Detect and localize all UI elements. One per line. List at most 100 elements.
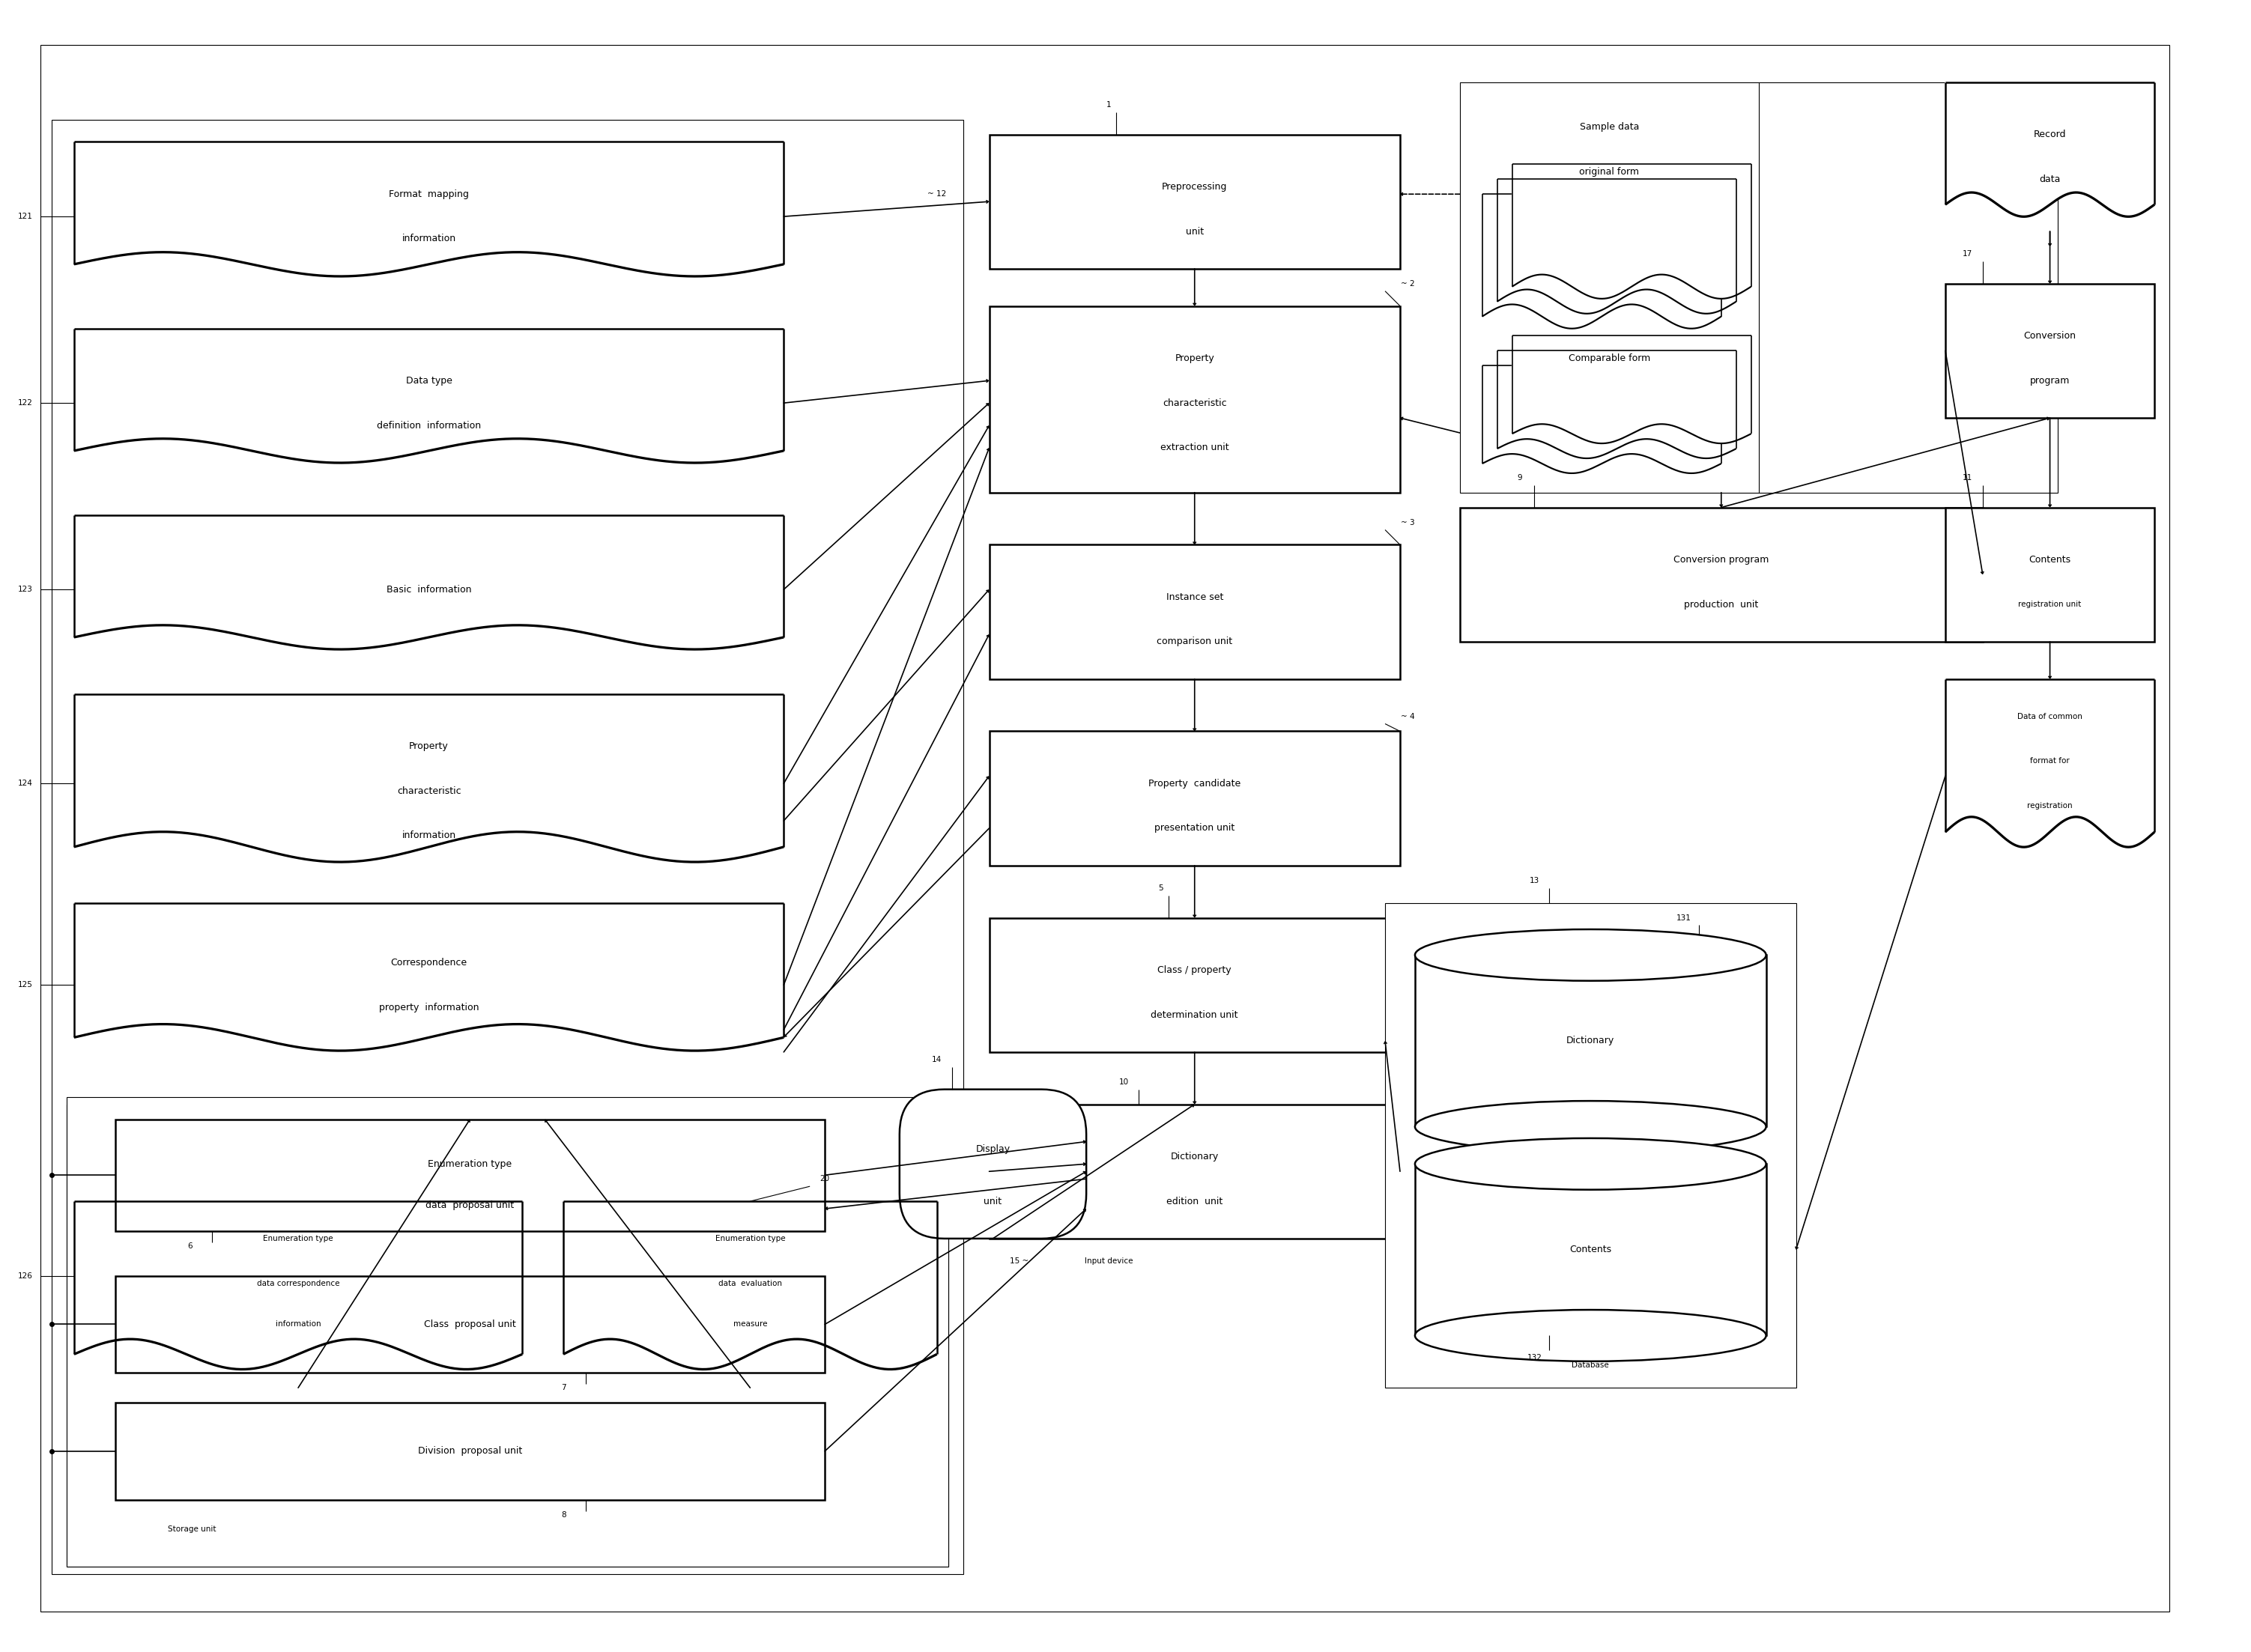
Text: 14: 14 <box>932 1056 941 1064</box>
Text: measure: measure <box>734 1320 768 1328</box>
Text: Class / property: Class / property <box>1157 965 1231 975</box>
Text: presentation unit: presentation unit <box>1155 823 1236 833</box>
Text: Data type: Data type <box>405 375 452 385</box>
Text: Display: Display <box>975 1145 1011 1153</box>
Polygon shape <box>74 515 783 649</box>
Text: 9: 9 <box>1517 474 1522 481</box>
Text: 121: 121 <box>18 213 34 220</box>
Text: 125: 125 <box>18 981 34 988</box>
Text: Enumeration type: Enumeration type <box>263 1234 333 1242</box>
Text: unit: unit <box>1186 226 1204 236</box>
Polygon shape <box>1945 679 2154 847</box>
Text: 126: 126 <box>18 1272 34 1280</box>
Polygon shape <box>1481 365 1722 472</box>
Text: information: information <box>403 235 457 244</box>
Ellipse shape <box>1416 1138 1767 1189</box>
Text: 6: 6 <box>187 1242 191 1251</box>
FancyBboxPatch shape <box>1384 904 1796 1388</box>
FancyBboxPatch shape <box>988 919 1400 1052</box>
Polygon shape <box>1513 164 1751 299</box>
Text: data  evaluation: data evaluation <box>718 1280 781 1287</box>
Text: 124: 124 <box>18 780 34 788</box>
Text: information: information <box>403 831 457 841</box>
FancyBboxPatch shape <box>988 134 1400 269</box>
Text: 17: 17 <box>1963 249 1972 258</box>
Text: 7: 7 <box>560 1384 565 1391</box>
FancyBboxPatch shape <box>988 1104 1400 1239</box>
Polygon shape <box>1416 955 1767 1127</box>
Text: Contents: Contents <box>1569 1246 1612 1254</box>
Text: data: data <box>2039 175 2060 183</box>
Text: unit: unit <box>984 1196 1002 1206</box>
Ellipse shape <box>1416 1100 1767 1153</box>
Text: definition  information: definition information <box>376 421 482 430</box>
Text: 10: 10 <box>1119 1079 1128 1085</box>
Text: 132: 132 <box>1526 1355 1542 1361</box>
Polygon shape <box>1497 178 1736 314</box>
Text: Division  proposal unit: Division proposal unit <box>419 1446 522 1455</box>
Text: 15 ~: 15 ~ <box>1011 1257 1029 1265</box>
Text: determination unit: determination unit <box>1150 1009 1238 1019</box>
Text: Property  candidate: Property candidate <box>1148 778 1240 788</box>
Text: Database: Database <box>1571 1361 1609 1370</box>
Text: program: program <box>2030 375 2071 385</box>
Polygon shape <box>74 142 783 276</box>
FancyBboxPatch shape <box>52 119 963 1574</box>
Text: 1: 1 <box>1105 101 1112 109</box>
FancyBboxPatch shape <box>68 1097 948 1566</box>
Text: edition  unit: edition unit <box>1166 1196 1222 1206</box>
Text: 11: 11 <box>1963 474 1972 481</box>
Polygon shape <box>74 694 783 862</box>
Text: Dictionary: Dictionary <box>1171 1151 1218 1161</box>
Text: 5: 5 <box>1159 884 1164 892</box>
FancyBboxPatch shape <box>1945 507 2154 641</box>
FancyBboxPatch shape <box>988 306 1400 492</box>
Text: format for: format for <box>2030 757 2069 765</box>
FancyBboxPatch shape <box>1461 83 2057 492</box>
FancyBboxPatch shape <box>115 1403 824 1500</box>
Text: property  information: property information <box>378 1003 479 1013</box>
Text: Format  mapping: Format mapping <box>389 190 468 198</box>
Text: comparison unit: comparison unit <box>1157 638 1234 646</box>
FancyBboxPatch shape <box>115 1275 824 1373</box>
Ellipse shape <box>1416 1310 1767 1361</box>
Text: Instance set: Instance set <box>1166 591 1222 601</box>
Text: Enumeration type: Enumeration type <box>428 1160 511 1170</box>
Polygon shape <box>1416 1165 1767 1335</box>
FancyBboxPatch shape <box>68 1104 948 1566</box>
Ellipse shape <box>1416 930 1767 981</box>
FancyBboxPatch shape <box>900 1089 1087 1239</box>
Text: production  unit: production unit <box>1684 600 1758 610</box>
Text: Contents: Contents <box>2028 555 2071 565</box>
Text: Storage unit: Storage unit <box>167 1526 216 1533</box>
FancyBboxPatch shape <box>1945 284 2154 418</box>
Text: 123: 123 <box>18 586 34 593</box>
Text: 122: 122 <box>18 400 34 406</box>
Polygon shape <box>74 1201 522 1370</box>
Text: extraction unit: extraction unit <box>1159 443 1229 453</box>
Polygon shape <box>74 329 783 463</box>
Text: ~ 3: ~ 3 <box>1400 519 1414 525</box>
Text: Correspondence: Correspondence <box>392 958 468 968</box>
Text: registration: registration <box>2028 803 2073 809</box>
Text: data  proposal unit: data proposal unit <box>425 1199 513 1209</box>
Polygon shape <box>74 904 783 1051</box>
Text: Dictionary: Dictionary <box>1567 1036 1614 1046</box>
Text: Record: Record <box>2033 129 2066 139</box>
Text: 13: 13 <box>1528 877 1540 884</box>
FancyBboxPatch shape <box>988 545 1400 679</box>
FancyBboxPatch shape <box>41 45 2170 1612</box>
Text: characteristic: characteristic <box>396 786 461 796</box>
Text: information: information <box>275 1320 322 1328</box>
Polygon shape <box>1945 83 2154 216</box>
Text: Class  proposal unit: Class proposal unit <box>423 1320 515 1330</box>
Text: Input device: Input device <box>1085 1257 1132 1265</box>
Text: ~ 12: ~ 12 <box>927 190 945 198</box>
Text: Conversion program: Conversion program <box>1672 555 1769 565</box>
Text: ~ 2: ~ 2 <box>1400 279 1414 287</box>
Text: ~ 4: ~ 4 <box>1400 712 1414 720</box>
Text: 20: 20 <box>819 1175 831 1183</box>
Text: characteristic: characteristic <box>1162 398 1227 408</box>
Text: Conversion: Conversion <box>2024 330 2075 340</box>
Polygon shape <box>1481 193 1722 329</box>
